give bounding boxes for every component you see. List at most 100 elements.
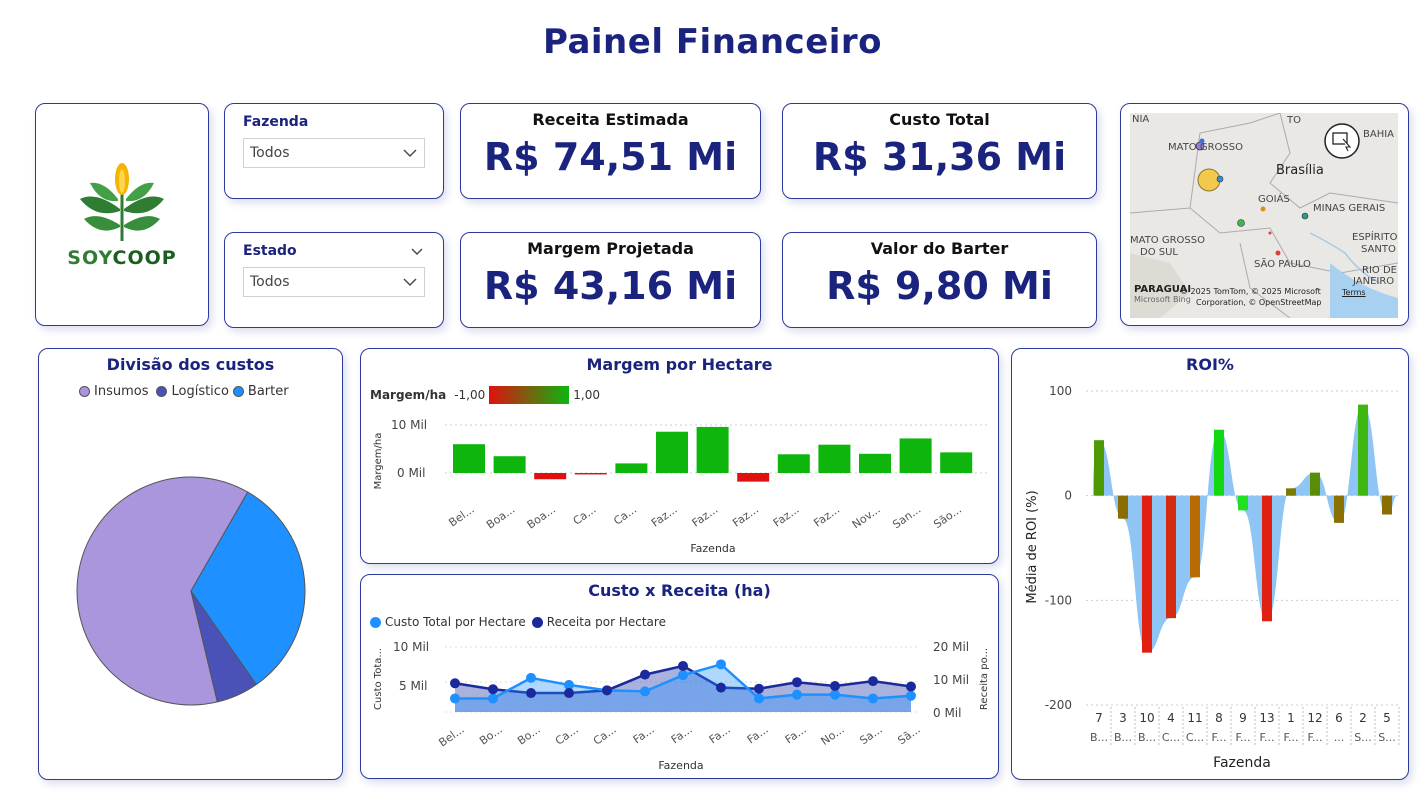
- x-tick-label: Fa...: [707, 723, 733, 747]
- kpi-barter-card: Valor do Barter R$ 9,80 Mi: [782, 232, 1097, 328]
- point-receita: [792, 677, 802, 688]
- x-tick-label: Fa...: [631, 723, 657, 747]
- kpi-receita-card: Receita Estimada R$ 74,51 Mi: [460, 103, 761, 199]
- x-tick-label: 7: [1095, 711, 1103, 725]
- map-credit-2[interactable]: Corporation, © OpenStreetMap: [1196, 298, 1322, 307]
- kpi-receita-value: R$ 74,51 Mi: [483, 135, 738, 179]
- margem-bar: [777, 454, 810, 473]
- margem-bar: [493, 456, 526, 473]
- x-tick-sublabel: S...: [1378, 731, 1395, 744]
- x-axis-label: Fazenda: [658, 759, 703, 772]
- margem-bar: [656, 431, 688, 473]
- x-tick-sublabel: B...: [1114, 731, 1132, 744]
- point-custo: [830, 689, 840, 700]
- collapse-chevron-icon[interactable]: [409, 243, 425, 259]
- estado-slicer: Estado Todos: [224, 232, 444, 328]
- pie-slice-barter: [190, 491, 306, 686]
- point-custo: [488, 693, 498, 704]
- roi-bar: [1358, 404, 1368, 496]
- gradient-min: -1,00: [454, 388, 486, 402]
- y-axis-label: Margem/ha: [373, 433, 384, 490]
- page-title: Painel Financeiro: [542, 22, 883, 62]
- margem-bar: [940, 452, 973, 473]
- kpi-margem-value: R$ 43,16 Mi: [483, 264, 738, 308]
- legend-label-receita: Receita por Hectare: [546, 615, 666, 629]
- estado-dropdown[interactable]: Todos: [243, 267, 425, 297]
- estado-slicer-label: Estado: [243, 243, 297, 259]
- roi-title: ROI%: [1186, 355, 1234, 374]
- x-tick-sublabel: B...: [1090, 731, 1108, 744]
- x-tick-label: Fa...: [745, 723, 771, 747]
- point-receita: [830, 681, 840, 691]
- x-tick-label: 12: [1307, 711, 1322, 725]
- margem-bar: [899, 438, 932, 473]
- fazenda-dropdown[interactable]: Todos: [243, 138, 425, 168]
- margem-bar-chart: 10 Mil 0 Mil Margem/ha Bel... Boa... Boa... Ca…: [373, 418, 987, 555]
- x-tick-label: Bel...: [446, 503, 476, 530]
- y-tick-label-right: 0 Mil: [933, 706, 961, 720]
- x-tick-label: Fa...: [783, 723, 809, 747]
- x-tick-sublabel: B...: [1138, 731, 1156, 744]
- point-receita: [906, 681, 916, 692]
- estado-dropdown-value: Todos: [250, 274, 290, 290]
- margem-bar: [737, 473, 770, 482]
- chevron-down-icon: [403, 278, 417, 286]
- x-tick-label: 4: [1167, 711, 1175, 725]
- point-custo: [754, 693, 764, 704]
- roi-bar-chart: 100 0 -100 -200 Média de ROI (%) 7 B... 3 B... 10…: [1025, 384, 1400, 771]
- x-tick-label: 6: [1335, 711, 1343, 725]
- x-tick-label: Faz...: [811, 503, 842, 530]
- margem-bar: [574, 473, 607, 475]
- roi-bar: [1334, 495, 1344, 523]
- margem-bar: [534, 473, 567, 480]
- custo-receita-area-chart: 10 Mil 5 Mil 20 Mil 10 Mil 0 Mil Custo Tota..…: [373, 640, 990, 772]
- x-tick-label: Sa...: [857, 723, 884, 748]
- kpi-receita-label: Receita Estimada: [532, 110, 689, 129]
- x-tick-label: Faz...: [771, 503, 802, 530]
- y-tick-label-right: 20 Mil: [933, 640, 969, 654]
- kpi-margem-label: Margem Projetada: [527, 239, 694, 258]
- divisao-custos-panel: Divisão dos custos Insumos Logístico Bar…: [38, 348, 343, 780]
- x-tick-label: 2: [1359, 711, 1367, 725]
- kpi-custo-card: Custo Total R$ 31,36 Mi: [782, 103, 1097, 199]
- roi-bar: [1286, 488, 1296, 496]
- x-tick-label: Boa...: [525, 503, 558, 532]
- kpi-barter-label: Valor do Barter: [870, 239, 1009, 258]
- roi-bar: [1166, 495, 1176, 619]
- x-tick-label: 11: [1187, 711, 1202, 725]
- x-tick-label: Ca...: [553, 723, 581, 748]
- x-tick-label: 9: [1239, 711, 1247, 725]
- roi-bar: [1310, 472, 1320, 496]
- x-tick-label: 8: [1215, 711, 1223, 725]
- x-tick-label: Bel...: [436, 723, 466, 750]
- roi-panel: ROI% 100 0 -100 -200 Média de ROI (%) 7 B... 3 B…: [1011, 348, 1409, 780]
- map-credit: © 2025 TomTom, © 2025 Microsoft: [1180, 287, 1321, 296]
- x-tick-sublabel: C...: [1162, 731, 1180, 744]
- y-tick-label: 0: [1064, 489, 1072, 503]
- map-background: [1130, 113, 1398, 318]
- soybean-plant-icon: [80, 162, 164, 241]
- gradient-legend: Margem/ha -1,00 1,00: [370, 386, 600, 404]
- pie-slice-insumos: [76, 476, 249, 706]
- x-tick-sublabel: C...: [1186, 731, 1204, 744]
- point-receita: [868, 676, 878, 687]
- x-tick-label: San...: [890, 503, 923, 532]
- roi-bar: [1190, 495, 1200, 578]
- roi-bar: [1094, 440, 1104, 496]
- custo-receita-title: Custo x Receita (ha): [588, 581, 771, 600]
- x-tick-label: 1: [1287, 711, 1295, 725]
- map-terms-link[interactable]: Terms: [1342, 288, 1366, 297]
- bing-logo: Microsoft Bing: [1134, 295, 1191, 304]
- roi-bar: [1238, 495, 1248, 511]
- chevron-down-icon: [403, 149, 417, 157]
- x-tick-label: Faz...: [649, 503, 680, 530]
- focus-mode-icon[interactable]: [1332, 132, 1348, 145]
- x-tick-label: 3: [1119, 711, 1127, 725]
- x-tick-sublabel: F...: [1211, 731, 1226, 744]
- x-tick-sublabel: S...: [1354, 731, 1371, 744]
- y-tick-label: 100: [1049, 384, 1072, 398]
- y-tick-label: -200: [1045, 698, 1072, 712]
- map-view[interactable]: TO BAHIA MATO GROSSO Brasília GOIÁS MINA…: [1130, 113, 1398, 318]
- x-tick-label: Nov...: [850, 503, 883, 531]
- map-card: TO BAHIA MATO GROSSO Brasília GOIÁS MINA…: [1120, 103, 1409, 326]
